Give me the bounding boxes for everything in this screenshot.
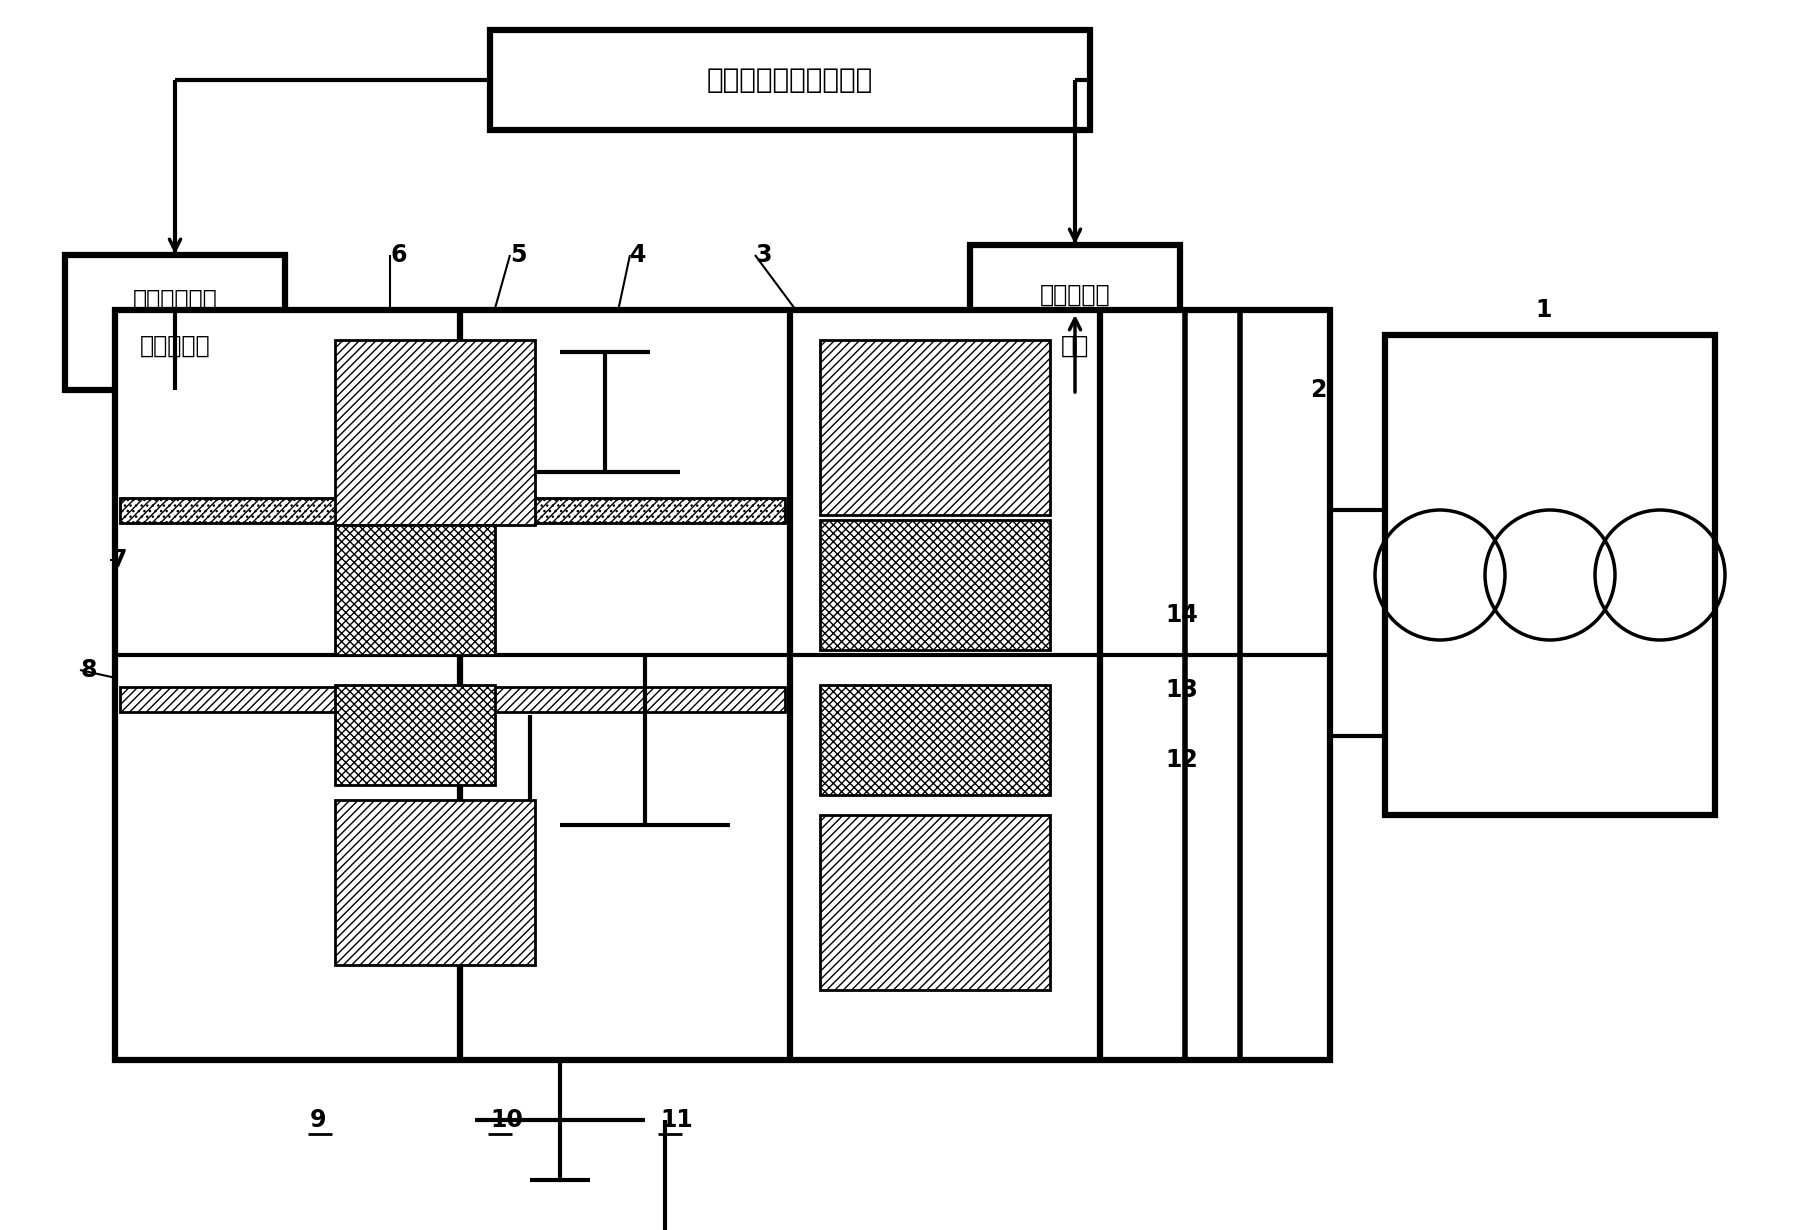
- Bar: [820, 339, 1050, 515]
- Bar: [970, 245, 1180, 395]
- Text: 7: 7: [110, 549, 127, 572]
- Text: 11: 11: [661, 1108, 693, 1132]
- Text: 8: 8: [80, 658, 96, 681]
- Text: 3: 3: [755, 244, 771, 267]
- Text: 13: 13: [1166, 678, 1198, 702]
- Text: 1: 1: [1535, 298, 1551, 322]
- Text: 4: 4: [630, 244, 646, 267]
- Bar: [335, 525, 494, 656]
- Bar: [335, 339, 536, 525]
- Bar: [119, 498, 786, 523]
- Bar: [820, 685, 1050, 795]
- Text: 9: 9: [310, 1108, 326, 1132]
- Bar: [116, 310, 1330, 1060]
- Text: 2: 2: [1310, 378, 1327, 402]
- Bar: [335, 685, 494, 785]
- Text: 14: 14: [1166, 603, 1198, 627]
- Text: 6: 6: [389, 244, 407, 267]
- Bar: [820, 815, 1050, 990]
- Text: 离合器执行: 离合器执行: [1039, 283, 1110, 306]
- Bar: [491, 30, 1090, 130]
- Bar: [65, 255, 284, 390]
- Bar: [119, 498, 786, 523]
- Text: 机构: 机构: [1061, 333, 1090, 358]
- Bar: [1385, 335, 1716, 815]
- Text: 离合器执行构: 离合器执行构: [132, 288, 217, 311]
- Text: 10: 10: [491, 1108, 523, 1132]
- Text: 或同步器等: 或同步器等: [139, 333, 210, 358]
- Text: 5: 5: [510, 244, 527, 267]
- Bar: [335, 800, 536, 966]
- Bar: [119, 688, 786, 712]
- Text: 离合器执行机构控制器: 离合器执行机构控制器: [708, 66, 872, 93]
- Text: 12: 12: [1166, 748, 1198, 772]
- Bar: [820, 520, 1050, 649]
